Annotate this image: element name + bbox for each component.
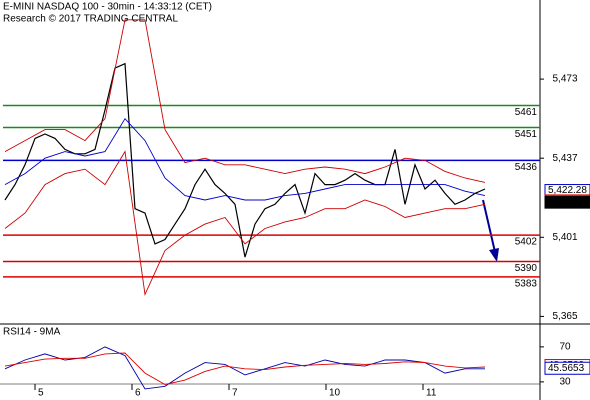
y-tick-label: 30	[559, 377, 571, 388]
level-label: 5390	[515, 263, 538, 274]
series-line	[4, 352, 486, 385]
series-line	[4, 150, 486, 296]
value-tag	[544, 361, 590, 375]
level-label: 5436	[515, 162, 538, 173]
value-tag-label: 5,417	[548, 197, 573, 208]
series-line	[4, 19, 486, 183]
y-tick-label: 5,365	[552, 311, 577, 322]
level-label: 5402	[515, 237, 538, 248]
y-tick-label: 70	[559, 342, 571, 353]
chart-subtitle: Research © 2017 TRADING CENTRAL	[3, 14, 178, 25]
arrow	[482, 199, 496, 253]
series-line	[4, 346, 485, 390]
y-tick-label: 5,473	[552, 74, 577, 85]
x-tick-label: 5	[38, 388, 44, 399]
x-tick-label: 7	[232, 388, 238, 399]
chart-title: E-MINI NASDAQ 100 - 30min - 14:33:12 (CE…	[3, 2, 212, 13]
series-line	[4, 62, 486, 258]
value-tag	[544, 195, 590, 209]
arrow-head	[489, 248, 499, 262]
rsi-title: RSI14 - 9MA	[3, 327, 61, 338]
value-tag-label: 45.5653	[548, 363, 585, 374]
y-tick-label: 5,437	[552, 153, 577, 164]
y-tick-label: 5,401	[552, 232, 577, 243]
level-label: 5383	[515, 278, 538, 289]
x-tick-label: 6	[135, 388, 141, 399]
level-label: 5461	[515, 107, 538, 118]
series-line	[4, 117, 486, 201]
x-tick-label: 10	[329, 388, 341, 399]
level-label: 5451	[515, 129, 538, 140]
x-tick-label: 11	[426, 388, 437, 399]
value-tag-label: 5,422.28	[548, 185, 587, 196]
